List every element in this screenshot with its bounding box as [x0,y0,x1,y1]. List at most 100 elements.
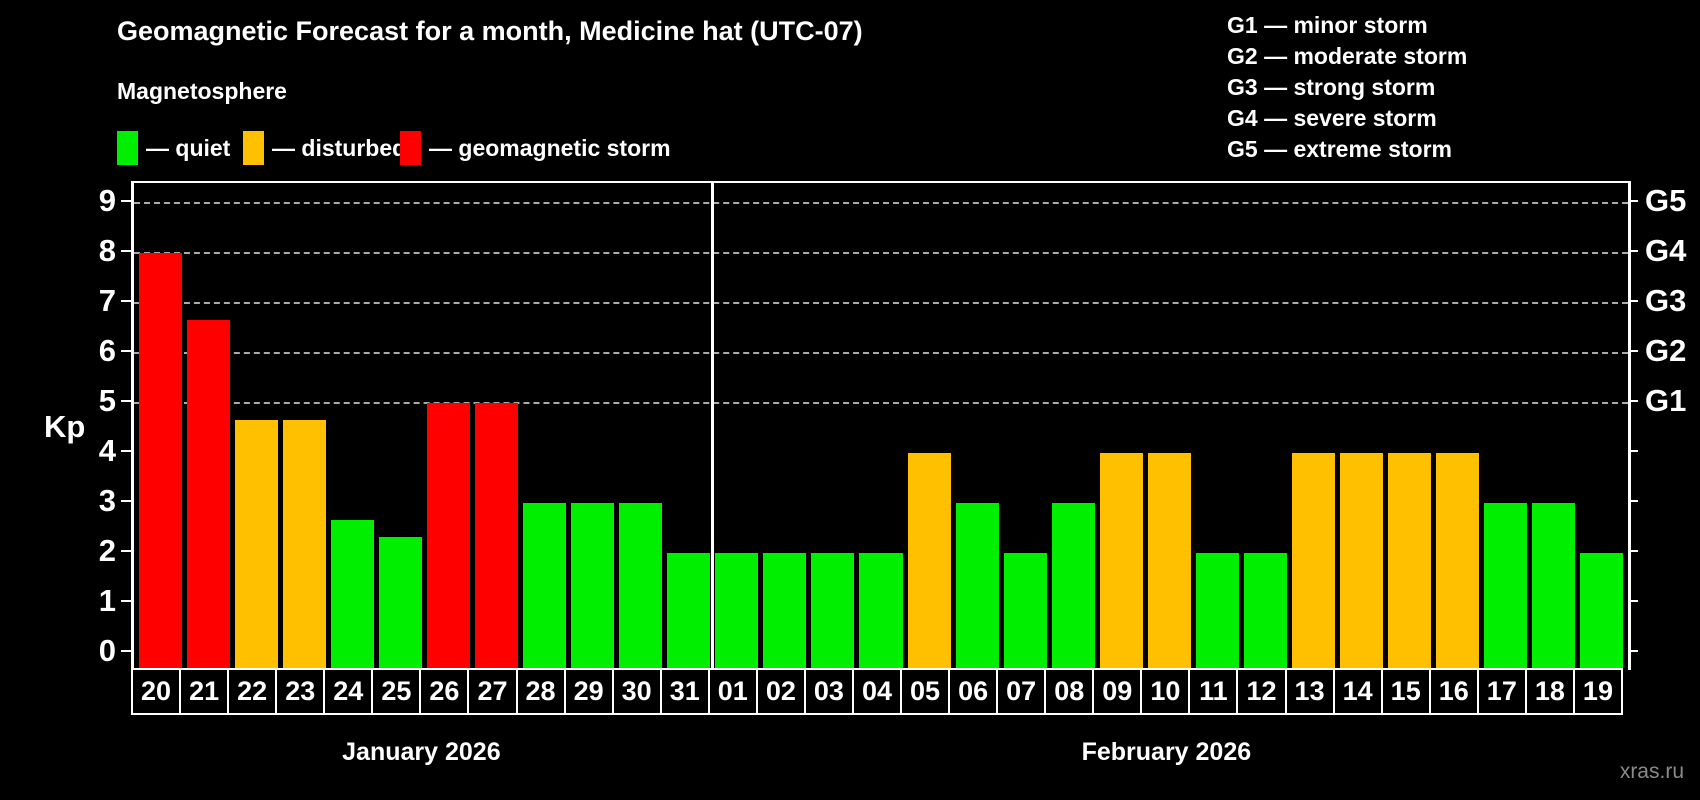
date-cell-25: 25 [371,668,422,715]
month-label-1: January 2026 [342,738,501,766]
date-cell-17: 17 [1476,668,1527,715]
date-cell-20: 20 [131,668,182,715]
right-tick-8 [1628,250,1638,252]
legend-swatch-storm [400,131,421,165]
date-cell-15: 15 [1380,668,1431,715]
date-cell-07: 07 [996,668,1047,715]
date-cell-13: 13 [1284,668,1335,715]
g-label-G4: G4 [1645,233,1687,268]
right-tick-3 [1628,500,1638,502]
kp-bar-17 [1484,503,1528,670]
y-axis-title: Kp [44,409,86,444]
right-tick-4 [1628,450,1638,452]
g-label-G2: G2 [1645,333,1687,368]
kp-bar-25 [378,536,422,670]
chart-title: Geomagnetic Forecast for a month, Medici… [117,16,863,46]
date-cell-27: 27 [467,668,518,715]
kp-bar-06 [955,503,999,670]
date-cell-01: 01 [707,668,758,715]
gridline-kp8 [134,252,1628,254]
date-cell-31: 31 [659,668,710,715]
magnetosphere-label: Magnetosphere [117,78,287,104]
left-tick-8 [121,250,131,252]
y-tick-label-1: 1 [98,583,116,618]
date-cell-12: 12 [1236,668,1287,715]
legend-label-storm: — geomagnetic storm [429,134,671,161]
y-tick-label-2: 2 [98,533,116,568]
date-axis: 20 21 22 23 24 25 26 27 28 29 30 31 01 02 03 04 05 06 07 08… [131,668,1628,715]
g-legend-line-2: G2 — moderate storm [1227,43,1468,69]
right-tick-1 [1628,600,1638,602]
date-cell-09: 09 [1092,668,1143,715]
date-cell-18: 18 [1524,668,1575,715]
date-cell-29: 29 [563,668,614,715]
kp-bar-11 [1195,553,1239,670]
kp-bar-04 [859,553,903,670]
left-tick-3 [121,500,131,502]
right-tick-6 [1628,350,1638,352]
y-tick-label-0: 0 [98,633,116,668]
date-cell-02: 02 [755,668,806,715]
kp-bar-29 [571,503,615,670]
kp-bar-31 [667,553,711,670]
kp-bar-07 [1003,553,1047,670]
g-scale-legend: G1 — minor storm G2 — moderate storm G3 — … [1227,10,1467,165]
left-tick-0 [121,650,131,652]
left-tick-7 [121,300,131,302]
date-cell-14: 14 [1332,668,1383,715]
date-cell-22: 22 [227,668,278,715]
kp-bar-23 [282,419,326,670]
date-cell-21: 21 [179,668,230,715]
g-label-G5: G5 [1645,183,1687,218]
y-tick-label-9: 9 [98,183,116,218]
date-cell-24: 24 [323,668,374,715]
legend-item-storm: — geomagnetic storm [400,130,671,166]
date-cell-23: 23 [275,668,326,715]
left-tick-5 [121,400,131,402]
legend-label-disturbed: — disturbed [272,134,407,161]
left-tick-1 [121,600,131,602]
y-tick-label-6: 6 [98,333,116,368]
g-label-G1: G1 [1645,383,1687,418]
kp-bar-22 [234,419,278,670]
kp-bar-15 [1388,453,1432,670]
date-cell-06: 06 [948,668,999,715]
right-tick-9 [1628,200,1638,202]
left-tick-9 [121,200,131,202]
g-label-G3: G3 [1645,283,1687,318]
y-tick-label-7: 7 [98,283,116,318]
legend-item-quiet: — quiet [117,130,230,166]
kp-bar-13 [1292,453,1336,670]
kp-bar-05 [907,453,951,670]
legend-label-quiet: — quiet [146,134,231,161]
left-tick-4 [121,450,131,452]
g-legend-line-4: G4 — severe storm [1227,105,1437,131]
kp-bar-27 [474,403,518,670]
right-tick-0 [1628,650,1638,652]
watermark: xras.ru [1619,760,1684,783]
legend-swatch-quiet [117,131,138,165]
kp-bar-08 [1051,503,1095,670]
kp-bar-24 [330,519,374,670]
month-label-2: February 2026 [1081,738,1252,766]
kp-bar-20 [138,253,182,670]
kp-bar-09 [1099,453,1143,670]
g-legend-line-5: G5 — extreme storm [1227,136,1452,162]
right-tick-5 [1628,400,1638,402]
date-cell-30: 30 [611,668,662,715]
kp-bar-19 [1580,553,1624,670]
plot-area [131,181,1631,670]
y-tick-label-4: 4 [98,433,116,468]
g-legend-line-1: G1 — minor storm [1227,12,1428,38]
y-tick-label-8: 8 [98,233,116,268]
y-tick-label-3: 3 [98,483,116,518]
gridline-kp6 [134,352,1628,354]
kp-bar-02 [763,553,807,670]
g-legend-line-3: G3 — strong storm [1227,74,1436,100]
date-cell-03: 03 [803,668,854,715]
y-tick-label-5: 5 [98,383,116,418]
date-cell-19: 19 [1572,668,1623,715]
kp-bar-01 [715,553,759,670]
right-tick-2 [1628,550,1638,552]
